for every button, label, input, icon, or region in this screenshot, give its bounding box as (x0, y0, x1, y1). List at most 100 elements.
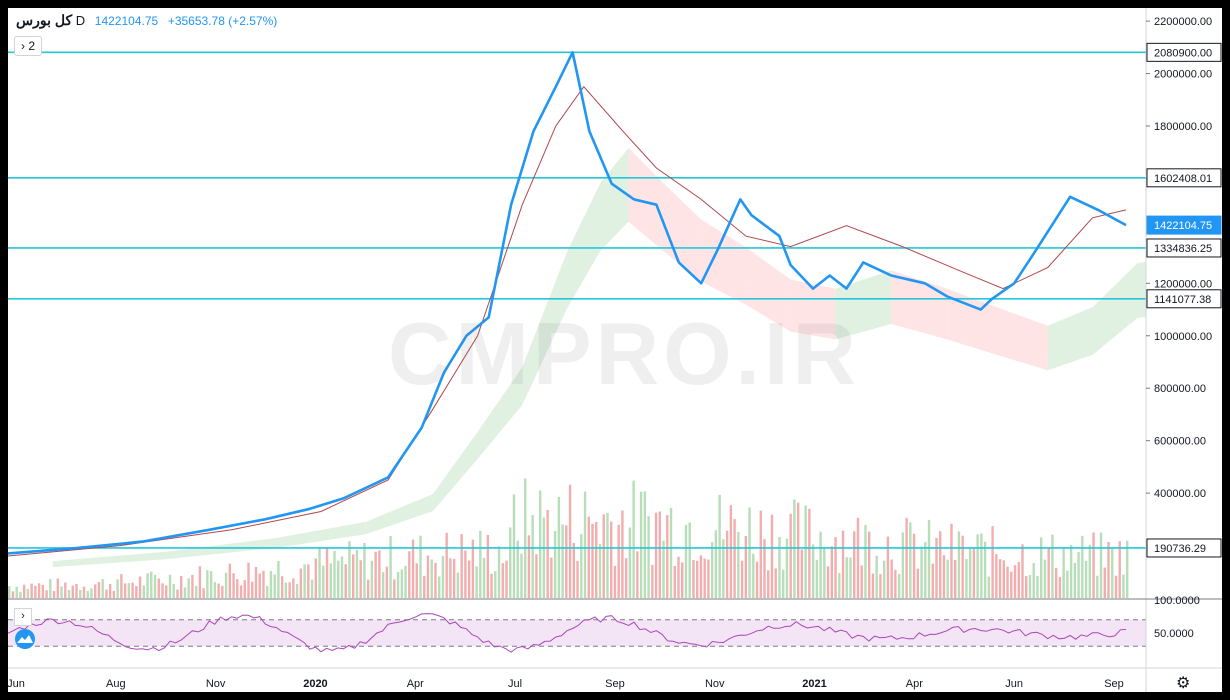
rsi-legend-toggle[interactable]: › (14, 608, 32, 626)
rsi-line (8, 613, 1127, 653)
volume-bar (381, 572, 385, 598)
volume-bar (796, 502, 800, 598)
volume-bar (763, 539, 766, 598)
volume-bar (404, 565, 407, 598)
indicators-toggle[interactable]: › 2 (14, 36, 43, 56)
volume-bar (438, 576, 441, 598)
volume-bar (924, 542, 927, 598)
volume-bar (1040, 537, 1043, 598)
rsi-pane (8, 613, 1146, 653)
volume-bar (565, 525, 568, 598)
volume-bar (916, 568, 920, 598)
volume-bar (123, 583, 127, 598)
volume-bar (206, 570, 209, 598)
volume-bar (512, 494, 516, 598)
cloud-segment (1092, 263, 1138, 355)
volume-bar (269, 570, 273, 598)
volume-bar (553, 531, 557, 598)
volume-bar (400, 569, 404, 598)
volume-bar (995, 554, 998, 598)
tradingview-logo-icon[interactable] (12, 629, 38, 649)
volume-bar (180, 575, 183, 598)
symbol-name[interactable]: کل بورس (16, 12, 73, 28)
volume-bar (299, 568, 303, 598)
chart-canvas[interactable]: 2200000.002000000.001800000.001600000.00… (8, 8, 1222, 692)
volume-bar (647, 516, 650, 598)
volume-bar (538, 490, 542, 598)
volume-bar (146, 573, 149, 598)
volume-bar (654, 512, 658, 598)
volume-bar (677, 556, 680, 598)
volume-bar (94, 584, 97, 598)
volume-bar (176, 589, 179, 598)
volume-bar (864, 525, 867, 598)
volume-bar (194, 585, 198, 598)
volume-bar (853, 531, 856, 598)
volume-bar (838, 573, 841, 598)
volume-bar (142, 585, 146, 598)
volume-bar (980, 533, 983, 598)
volume-bar (699, 555, 703, 598)
volume-bar (138, 576, 142, 598)
volume-bar (703, 558, 706, 598)
volume-bar (67, 589, 71, 598)
volume-bar (120, 574, 123, 598)
volume-bar (471, 539, 475, 598)
volume-bar (868, 531, 871, 598)
volume-bar (1118, 541, 1121, 598)
volume-bar (172, 583, 175, 598)
volume-bar (71, 585, 74, 598)
volume-bar (935, 537, 938, 598)
gear-icon[interactable]: ⚙ (1176, 675, 1191, 692)
volume-bar (681, 562, 684, 598)
volume-bar (748, 507, 751, 598)
cloud-segment (1047, 307, 1093, 371)
volume-bar (150, 571, 153, 598)
price-label: 1334836.25 (1154, 243, 1212, 255)
volume-bar (262, 570, 265, 598)
volume-bar (64, 582, 67, 598)
volume-bar (430, 559, 433, 598)
volume-bar (8, 586, 11, 598)
x-tick-label: 2020 (303, 678, 327, 690)
volume-bar (639, 491, 643, 598)
x-tick-label: Apr (407, 678, 424, 690)
volume-bar (879, 574, 882, 598)
volume-bar (45, 590, 48, 598)
cloud-segment (701, 219, 746, 305)
volume-bar (894, 569, 897, 598)
volume-bar (482, 557, 486, 598)
volume-bar (595, 521, 598, 598)
volume-bar (202, 588, 205, 598)
volume-bar (97, 581, 101, 598)
volume-bar (531, 515, 534, 598)
volume-bar (819, 531, 822, 598)
chart-frame[interactable]: 2200000.002000000.001800000.001600000.00… (8, 8, 1222, 692)
volume-bar (931, 563, 934, 598)
volume-bar (860, 565, 863, 598)
volume-bar (1021, 544, 1024, 598)
y-tick-label: 800000.00 (1154, 383, 1206, 395)
volume-bar (168, 574, 172, 598)
volume-bar (602, 514, 605, 598)
volume-bar (79, 589, 82, 598)
volume-bar (460, 534, 463, 598)
volume-bar (905, 517, 908, 598)
volume-bar (740, 560, 744, 598)
interval[interactable]: D (75, 13, 86, 28)
volume-bar (1099, 532, 1103, 598)
volume-bar (610, 521, 613, 598)
volume-bar (587, 516, 590, 598)
volume-bar (845, 557, 848, 598)
volume-bar (830, 546, 834, 598)
volume-bar (247, 562, 250, 598)
volume-bar (419, 535, 422, 598)
volume-bar (1107, 541, 1110, 598)
volume-bar (456, 572, 460, 598)
volume-bar (90, 588, 93, 598)
volume-bar (673, 565, 676, 598)
price-label: 2080900.00 (1154, 47, 1212, 59)
cloud-segment (1003, 309, 1048, 371)
volume-bar (946, 559, 949, 598)
cloud-segment (276, 521, 366, 548)
